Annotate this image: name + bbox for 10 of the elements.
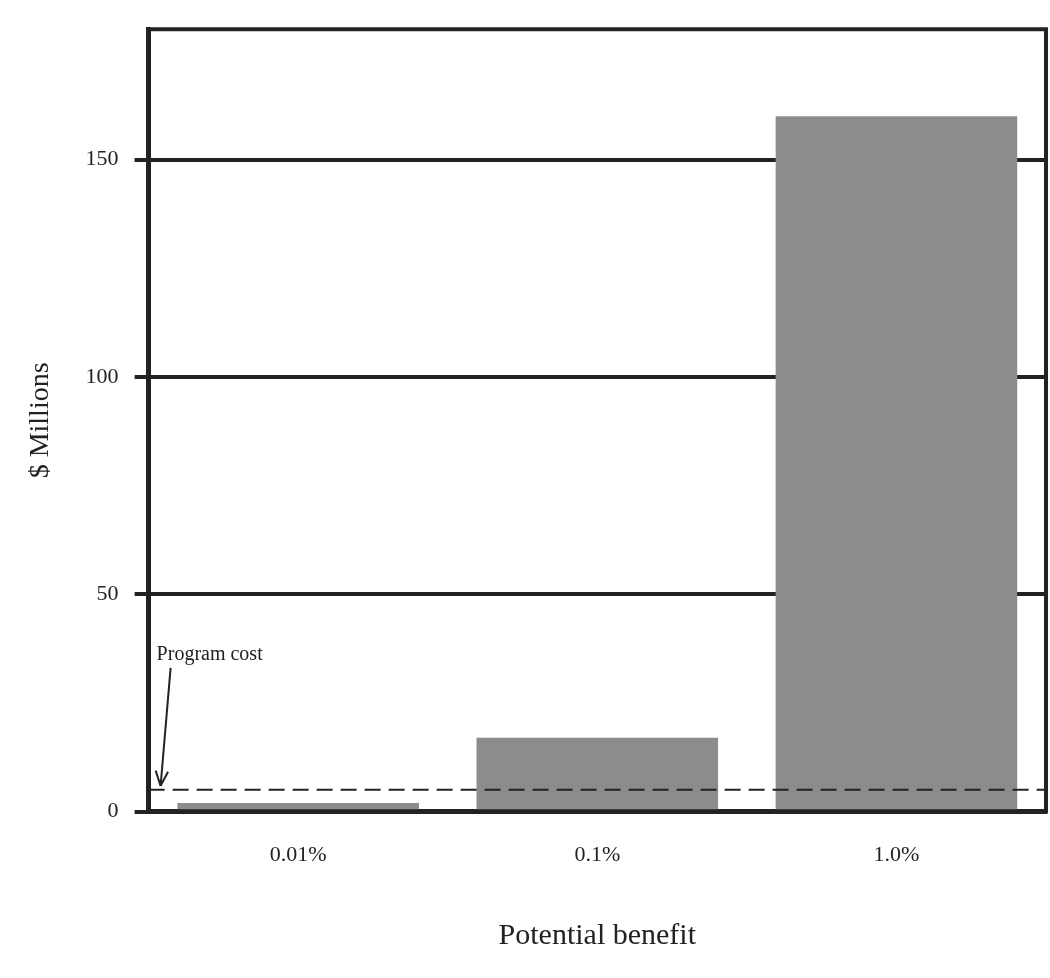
y-tick-label: 0	[107, 797, 119, 823]
y-axis-title: $ Millions	[23, 362, 55, 479]
x-tick-label: 1.0%	[873, 840, 920, 866]
x-tick-label: 0.01%	[269, 840, 327, 866]
y-tick-label: 50	[96, 580, 119, 606]
ref-line-label: Program cost	[156, 641, 264, 665]
y-tick-label: 100	[85, 362, 119, 388]
y-tick-label: 150	[85, 145, 119, 171]
x-tick-label: 0.1%	[574, 840, 621, 866]
x-axis-title: Potential benefit	[498, 916, 697, 950]
